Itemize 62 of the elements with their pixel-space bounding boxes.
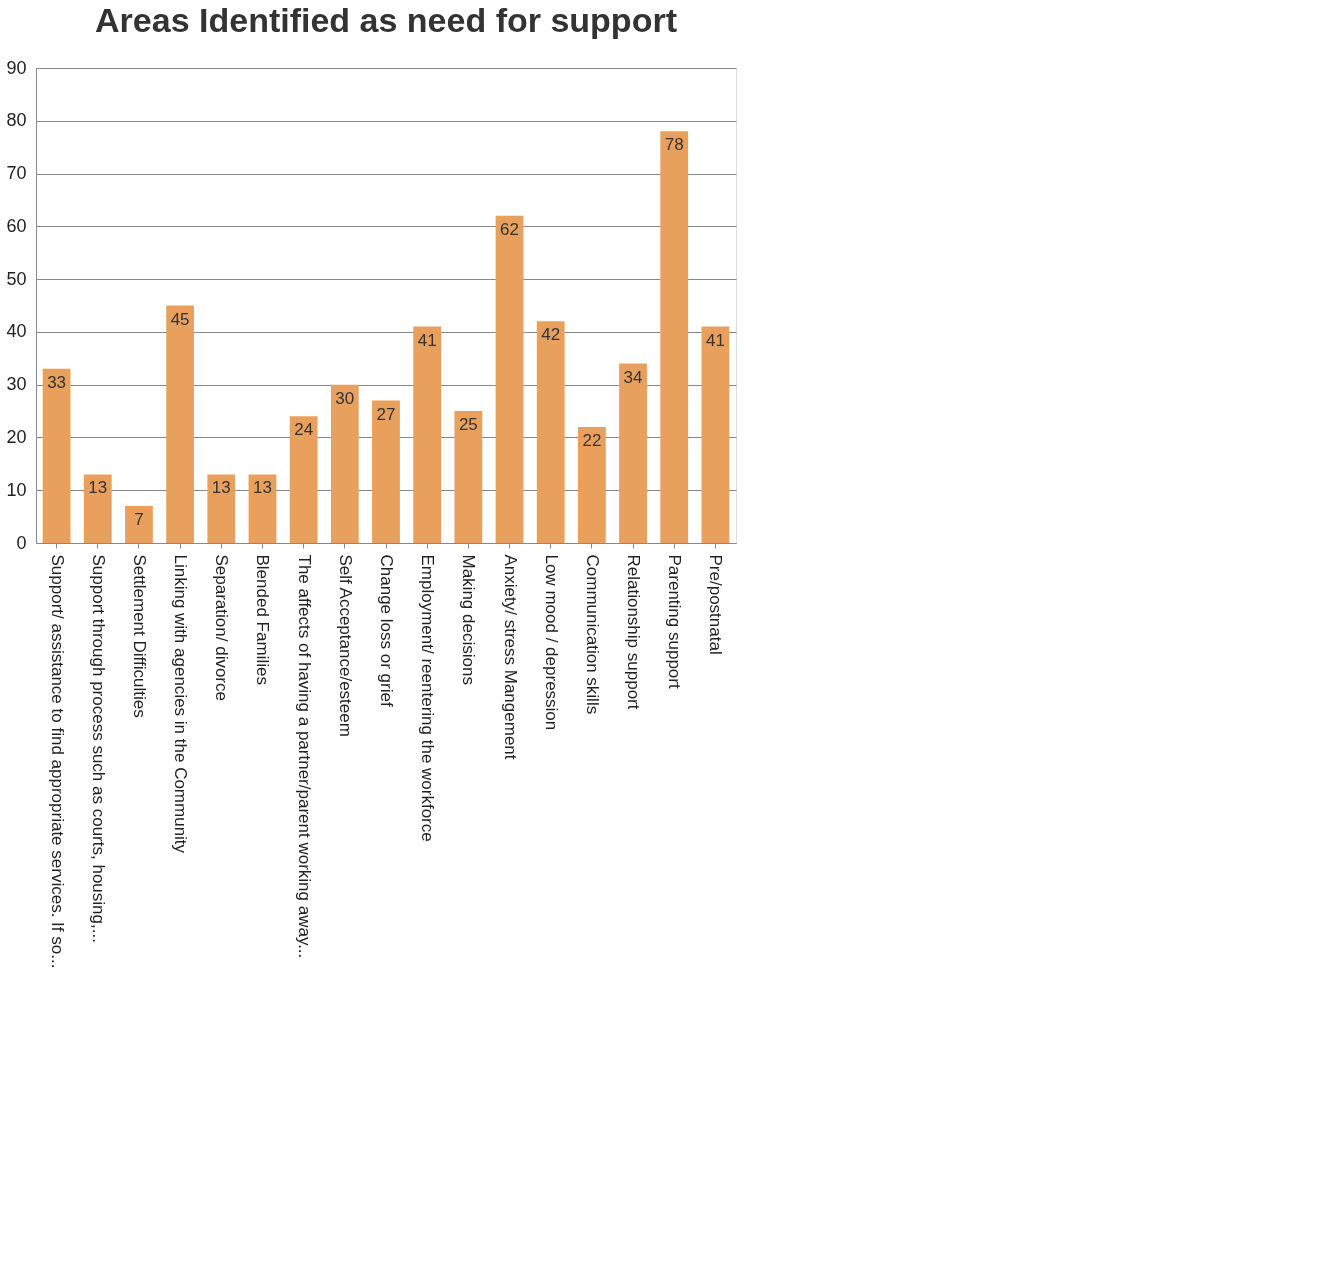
- chart-title: Areas Identified as need for support: [95, 1, 677, 39]
- x-tick-label: Communication skills: [582, 554, 602, 715]
- y-tick-label: 10: [6, 479, 27, 500]
- x-tick-label: Separation/ divorce: [212, 554, 232, 701]
- data-label: 30: [335, 388, 355, 408]
- y-tick-label: 60: [6, 215, 27, 236]
- bar: [495, 215, 524, 543]
- data-label: 7: [134, 510, 144, 530]
- bar: [166, 305, 195, 543]
- y-tick-label: 80: [6, 110, 27, 131]
- data-label: 24: [294, 420, 314, 440]
- x-tick-label: Support/ assistance to find appropriate services. If so...: [47, 554, 67, 969]
- y-tick-label: 70: [6, 163, 27, 184]
- data-label: 22: [582, 430, 602, 450]
- y-tick-label: 30: [6, 374, 27, 395]
- data-label: 27: [376, 404, 396, 424]
- data-label: 45: [170, 309, 190, 329]
- bar: [248, 474, 277, 543]
- x-tick-label: Low mood / depression: [541, 554, 561, 731]
- data-label: 42: [541, 325, 561, 345]
- y-tick-label: 0: [16, 532, 27, 553]
- x-tick-label: Relationship support: [624, 554, 644, 710]
- bar: [207, 474, 236, 543]
- data-label: 13: [253, 478, 272, 498]
- x-tick-label: Anxiety/ stress Mangement: [500, 554, 520, 760]
- bar: [660, 131, 689, 543]
- bar: [454, 411, 483, 543]
- bar: [289, 416, 318, 543]
- data-label: 41: [705, 330, 725, 350]
- x-tick-label: Making decisions: [459, 554, 479, 685]
- x-tick-label: Blended Families: [253, 554, 273, 685]
- bar: [372, 400, 400, 543]
- x-tick-label: Pre/postnatal: [706, 554, 726, 655]
- bar: [42, 368, 71, 543]
- data-label: 62: [500, 219, 519, 239]
- x-tick-label: Parenting support: [665, 554, 685, 689]
- data-label: 34: [623, 367, 643, 387]
- bar: [125, 506, 153, 543]
- bar: [701, 326, 730, 543]
- data-label: 25: [458, 415, 478, 435]
- data-label: 13: [88, 478, 108, 498]
- x-tick-label: Self Acceptance/esteem: [335, 554, 355, 737]
- y-tick-label: 20: [6, 426, 27, 447]
- bar: [330, 384, 359, 543]
- y-tick-label: 50: [6, 268, 27, 289]
- bar: [83, 474, 112, 543]
- data-label: 13: [211, 478, 231, 498]
- bar: [536, 321, 565, 543]
- x-tick-label: The affects of having a partner/parent working away...: [294, 554, 314, 959]
- x-tick-label: Linking with agencies in the Community: [171, 554, 191, 854]
- x-tick-label: Support through process such as courts, housing,...: [88, 554, 108, 943]
- y-tick-label: 90: [6, 57, 27, 78]
- bar: [413, 326, 442, 543]
- y-tick-label: 40: [6, 321, 27, 342]
- data-label: 33: [47, 372, 67, 392]
- data-label: 78: [664, 135, 684, 155]
- bar: [577, 426, 606, 543]
- x-tick-label: Employment/ reentering the workforce: [418, 554, 438, 842]
- bar: [619, 363, 647, 543]
- x-tick-label: Change loss or grief: [377, 554, 396, 707]
- x-tick-label: Settlement Difficulties: [129, 554, 149, 718]
- data-label: 41: [417, 330, 437, 350]
